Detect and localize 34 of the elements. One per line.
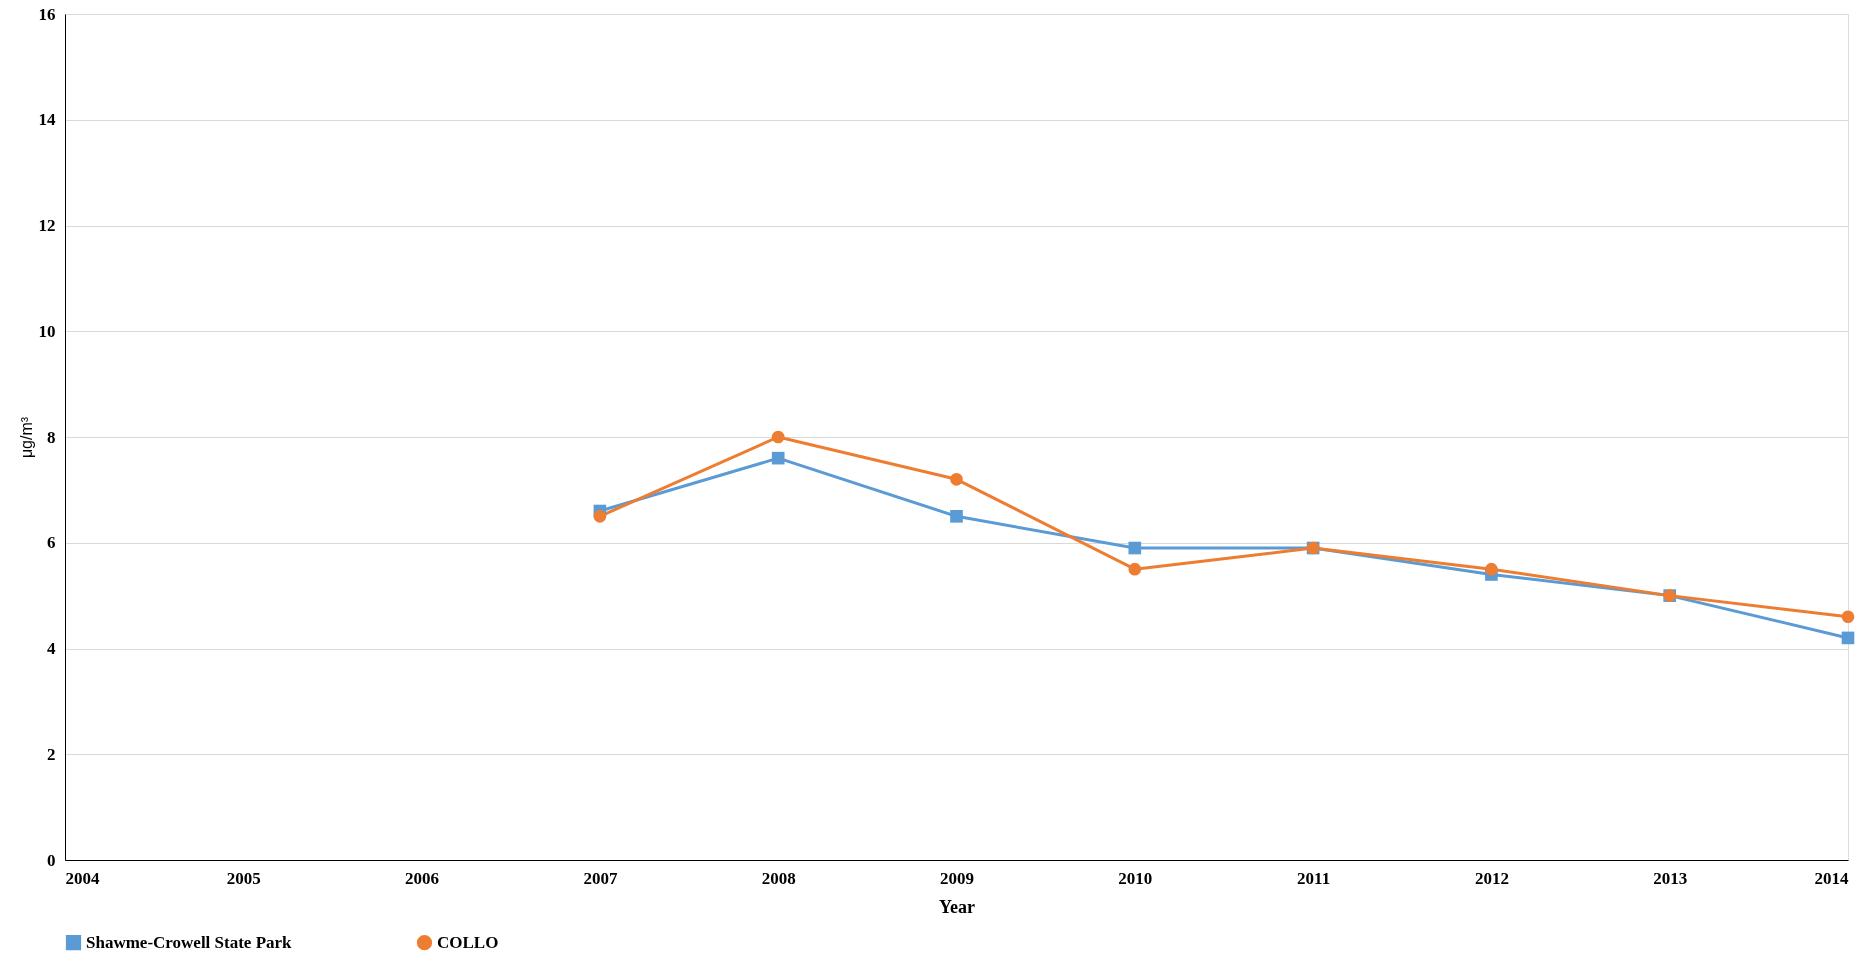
y-tick-label: 6 bbox=[47, 533, 56, 553]
x-tick-label: 2010 bbox=[1118, 868, 1153, 888]
y-tick-label: 16 bbox=[38, 4, 56, 24]
point bbox=[593, 510, 607, 523]
x-axis-title: Year bbox=[939, 896, 975, 917]
y-tick-label: 0 bbox=[47, 850, 56, 870]
y-axis-title: μg/m³ bbox=[17, 416, 35, 459]
point bbox=[950, 509, 963, 523]
y-tick-label: 8 bbox=[47, 427, 56, 447]
y-tick-label: 4 bbox=[47, 639, 56, 658]
x-tick-label: 2006 bbox=[405, 868, 440, 888]
x-tick-label: 2012 bbox=[1474, 868, 1509, 888]
point bbox=[771, 430, 785, 444]
x-tick-label: 2009 bbox=[940, 868, 974, 888]
y-tick-label: 10 bbox=[38, 321, 56, 341]
point bbox=[1841, 631, 1855, 645]
y-tick-label: 2 bbox=[47, 744, 56, 764]
x-tick-label: 2004 bbox=[65, 868, 100, 888]
point bbox=[950, 472, 963, 486]
y-tick-label: 12 bbox=[38, 216, 56, 235]
x-tick-label: 2013 bbox=[1653, 868, 1688, 888]
x-tick-label: 2014 bbox=[1814, 868, 1849, 888]
point bbox=[1841, 610, 1855, 624]
x-tick-label: 2007 bbox=[583, 868, 618, 888]
point bbox=[1128, 541, 1142, 555]
x-tick-label: 2005 bbox=[226, 868, 261, 888]
legend-label: COLLO bbox=[437, 932, 499, 952]
x-tick-label: 2008 bbox=[761, 868, 796, 888]
point bbox=[1485, 562, 1498, 576]
point bbox=[1128, 562, 1142, 576]
legend-label: Shawme-Crowell State Park bbox=[86, 932, 293, 952]
point bbox=[771, 451, 785, 465]
x-tick-label: 2011 bbox=[1297, 868, 1331, 888]
y-tick-label: 14 bbox=[38, 110, 56, 130]
